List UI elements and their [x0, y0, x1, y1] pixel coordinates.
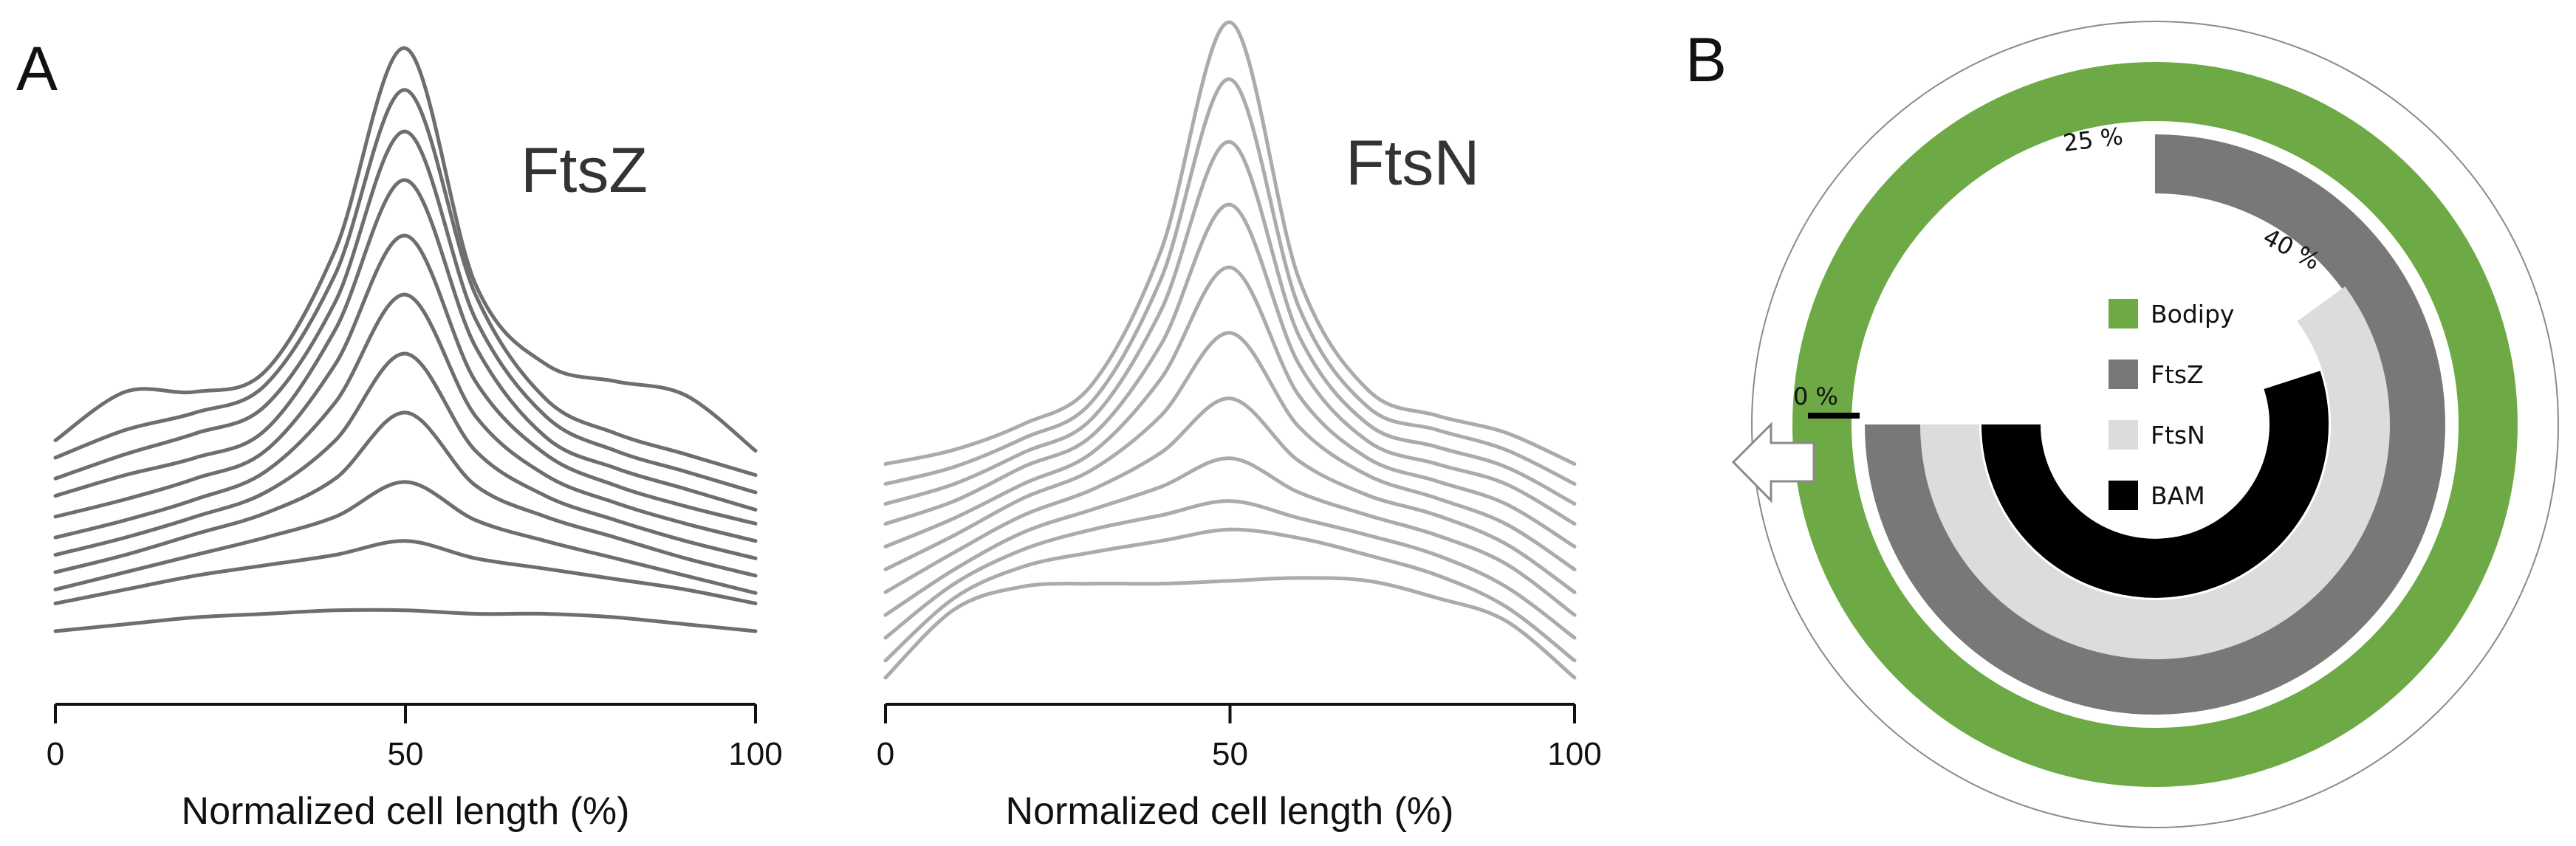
ftsz-profile-line-4	[53, 410, 758, 578]
ftsz-profile-line-3	[53, 480, 758, 595]
ftsn-title: FtsN	[1346, 128, 1480, 199]
ftsn-lines	[883, 20, 1577, 680]
ftsn-tick-label-100: 100	[1547, 736, 1601, 772]
bam-legend-swatch	[2109, 481, 2138, 510]
ftsn-ticks: 0 50 100	[877, 704, 1602, 772]
bodipy-ring	[1792, 62, 2518, 787]
ftsz-title: FtsZ	[521, 135, 648, 206]
bodipy-legend-swatch	[2109, 299, 2138, 329]
ftsn-profile-line-7	[883, 265, 1577, 548]
ftsz-profile-line-1	[53, 608, 758, 633]
bodipy-legend-label: Bodipy	[2151, 300, 2234, 329]
ftsn-profile-line-10	[883, 77, 1577, 486]
ftsn-tick-label-50: 50	[1212, 736, 1248, 772]
ftsz-lines	[53, 46, 758, 633]
panel-a-label: A	[16, 34, 58, 103]
ftsz-tick-label-0: 0	[47, 736, 64, 772]
ftsz-tick-label-50: 50	[388, 736, 424, 772]
ftsn-profile-line-11	[883, 20, 1577, 466]
ftsn-chart: FtsN 0 50 100 Normalized cell length (%)	[877, 20, 1602, 833]
ftsn-ring	[1920, 286, 2390, 659]
ftsz-profile-line-7	[53, 233, 758, 526]
ftsn-profile-line-5	[883, 396, 1577, 594]
ftsn-profile-line-9	[883, 140, 1577, 506]
ftsn-x-axis-label: Normalized cell length (%)	[1006, 790, 1454, 833]
zero-percent-label: 0 %	[1793, 382, 1838, 410]
ftsz-legend-swatch	[2109, 360, 2138, 389]
ftsn-profile-line-1	[883, 576, 1577, 680]
ftsz-profile-line-5	[53, 351, 758, 560]
ftsn-profile-line-2	[883, 527, 1577, 663]
ftsz-chart: FtsZ 0 50 100 Normalized cell length (%)	[47, 46, 783, 833]
start-arrow-icon	[1731, 422, 1815, 503]
ftsn-legend-swatch	[2109, 420, 2138, 450]
ftsn-profile-line-8	[883, 202, 1577, 526]
radial-rings	[1792, 62, 2518, 787]
ftsz-profile-line-6	[53, 292, 758, 543]
ftsn-profile-line-3	[883, 499, 1577, 640]
ftsz-profile-line-10	[53, 88, 758, 477]
ftsz-profile-line-2	[53, 539, 758, 605]
legend: Bodipy FtsZ FtsN BAM	[2109, 299, 2234, 510]
ftsn-legend-label: FtsN	[2151, 421, 2205, 450]
outer-ring-outline	[1751, 21, 2559, 828]
ftsz-x-axis-label: Normalized cell length (%)	[182, 790, 630, 833]
ftsz-profile-line-8	[53, 178, 758, 512]
bam-ring	[1981, 371, 2329, 598]
ftsz-legend-label: FtsZ	[2151, 360, 2204, 389]
ftsz-profile-line-11	[53, 46, 758, 453]
bam-legend-label: BAM	[2151, 481, 2205, 510]
ftsn-tick-label-0: 0	[877, 736, 894, 772]
ftsz-ring	[1865, 134, 2445, 715]
ftsz-ticks: 0 50 100	[47, 704, 783, 772]
ftsn-profile-line-4	[883, 456, 1577, 617]
ftsz-tick-label-100: 100	[728, 736, 782, 772]
ftsn-profile-line-6	[883, 331, 1577, 571]
ftsz-profile-line-9	[53, 129, 758, 495]
panel-b-label: B	[1685, 25, 1727, 94]
